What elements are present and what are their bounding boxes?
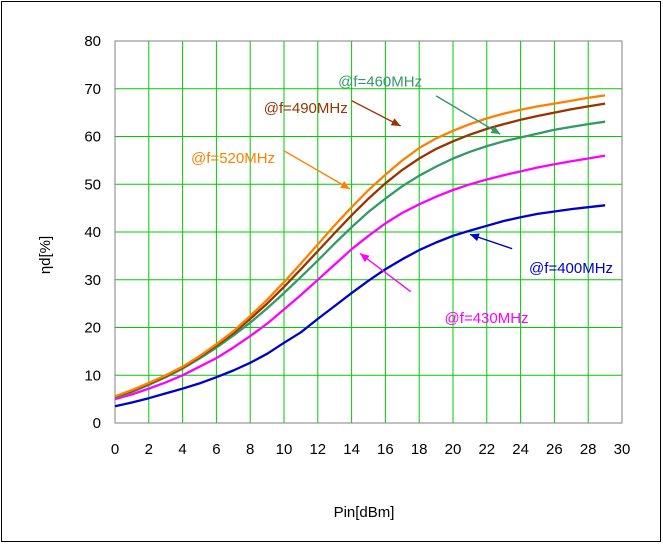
- y-tick-label: 80: [84, 33, 101, 50]
- series-label: @f=520MHz: [191, 150, 275, 167]
- x-tick-label: 14: [343, 441, 360, 458]
- y-tick-label: 60: [84, 129, 101, 146]
- x-tick-label: 0: [111, 441, 119, 458]
- annotation-arrowhead: [360, 253, 370, 263]
- x-tick-label: 26: [546, 441, 563, 458]
- series-line: [114, 204, 606, 408]
- series-label: @f=490MHz: [264, 100, 348, 117]
- series-line: [114, 154, 606, 401]
- annotation-arrowhead: [469, 233, 480, 242]
- x-tick-label: 20: [445, 441, 462, 458]
- y-tick-label: 10: [84, 367, 101, 384]
- y-tick-label: 0: [93, 415, 101, 432]
- x-tick-label: 22: [478, 441, 495, 458]
- series-line: [114, 94, 606, 398]
- annotation-arrow: [435, 95, 501, 135]
- y-tick-label: 30: [84, 272, 101, 289]
- x-axis-label: Pin[dBm]: [334, 504, 395, 521]
- x-tick-label: 16: [377, 441, 394, 458]
- x-tick-label: 4: [178, 441, 186, 458]
- annotations: @f=400MHz @f=430MHz @f=460MHz @f=490MHz @f=5…: [191, 74, 613, 327]
- annotation-arrow: [351, 100, 401, 127]
- x-tick-label: 2: [145, 441, 153, 458]
- plot-border: [114, 40, 623, 424]
- annotation-arrowhead: [490, 126, 501, 135]
- annotation-arrowhead: [340, 181, 350, 190]
- x-tick-label: 12: [309, 441, 326, 458]
- x-tick-label: 28: [580, 441, 597, 458]
- y-tick-label: 20: [84, 320, 101, 337]
- y-tick-label: 40: [84, 224, 101, 241]
- x-tick-label: 24: [512, 441, 529, 458]
- series-label: @f=460MHz: [338, 74, 422, 91]
- annotation-arrow: [283, 150, 351, 190]
- x-tick-label: 18: [411, 441, 428, 458]
- y-axis-label: ηd[%]: [37, 236, 54, 274]
- annotation-arrowhead: [390, 118, 401, 126]
- annotation-arrow: [359, 252, 412, 293]
- series-lines: [114, 94, 606, 408]
- x-tick-label: 10: [276, 441, 293, 458]
- series-label: @f=400MHz: [529, 260, 613, 277]
- x-tick-label: 8: [246, 441, 254, 458]
- tick-labels: 0 2 4 6 8 10 12 14 16 18 20 22 24 26 28 300102030405060…: [84, 33, 630, 458]
- x-tick-label: 6: [212, 441, 220, 458]
- y-tick-label: 50: [84, 176, 101, 193]
- series-label: @f=430MHz: [445, 310, 529, 327]
- x-tick-label: 30: [614, 441, 631, 458]
- y-tick-label: 70: [84, 81, 101, 98]
